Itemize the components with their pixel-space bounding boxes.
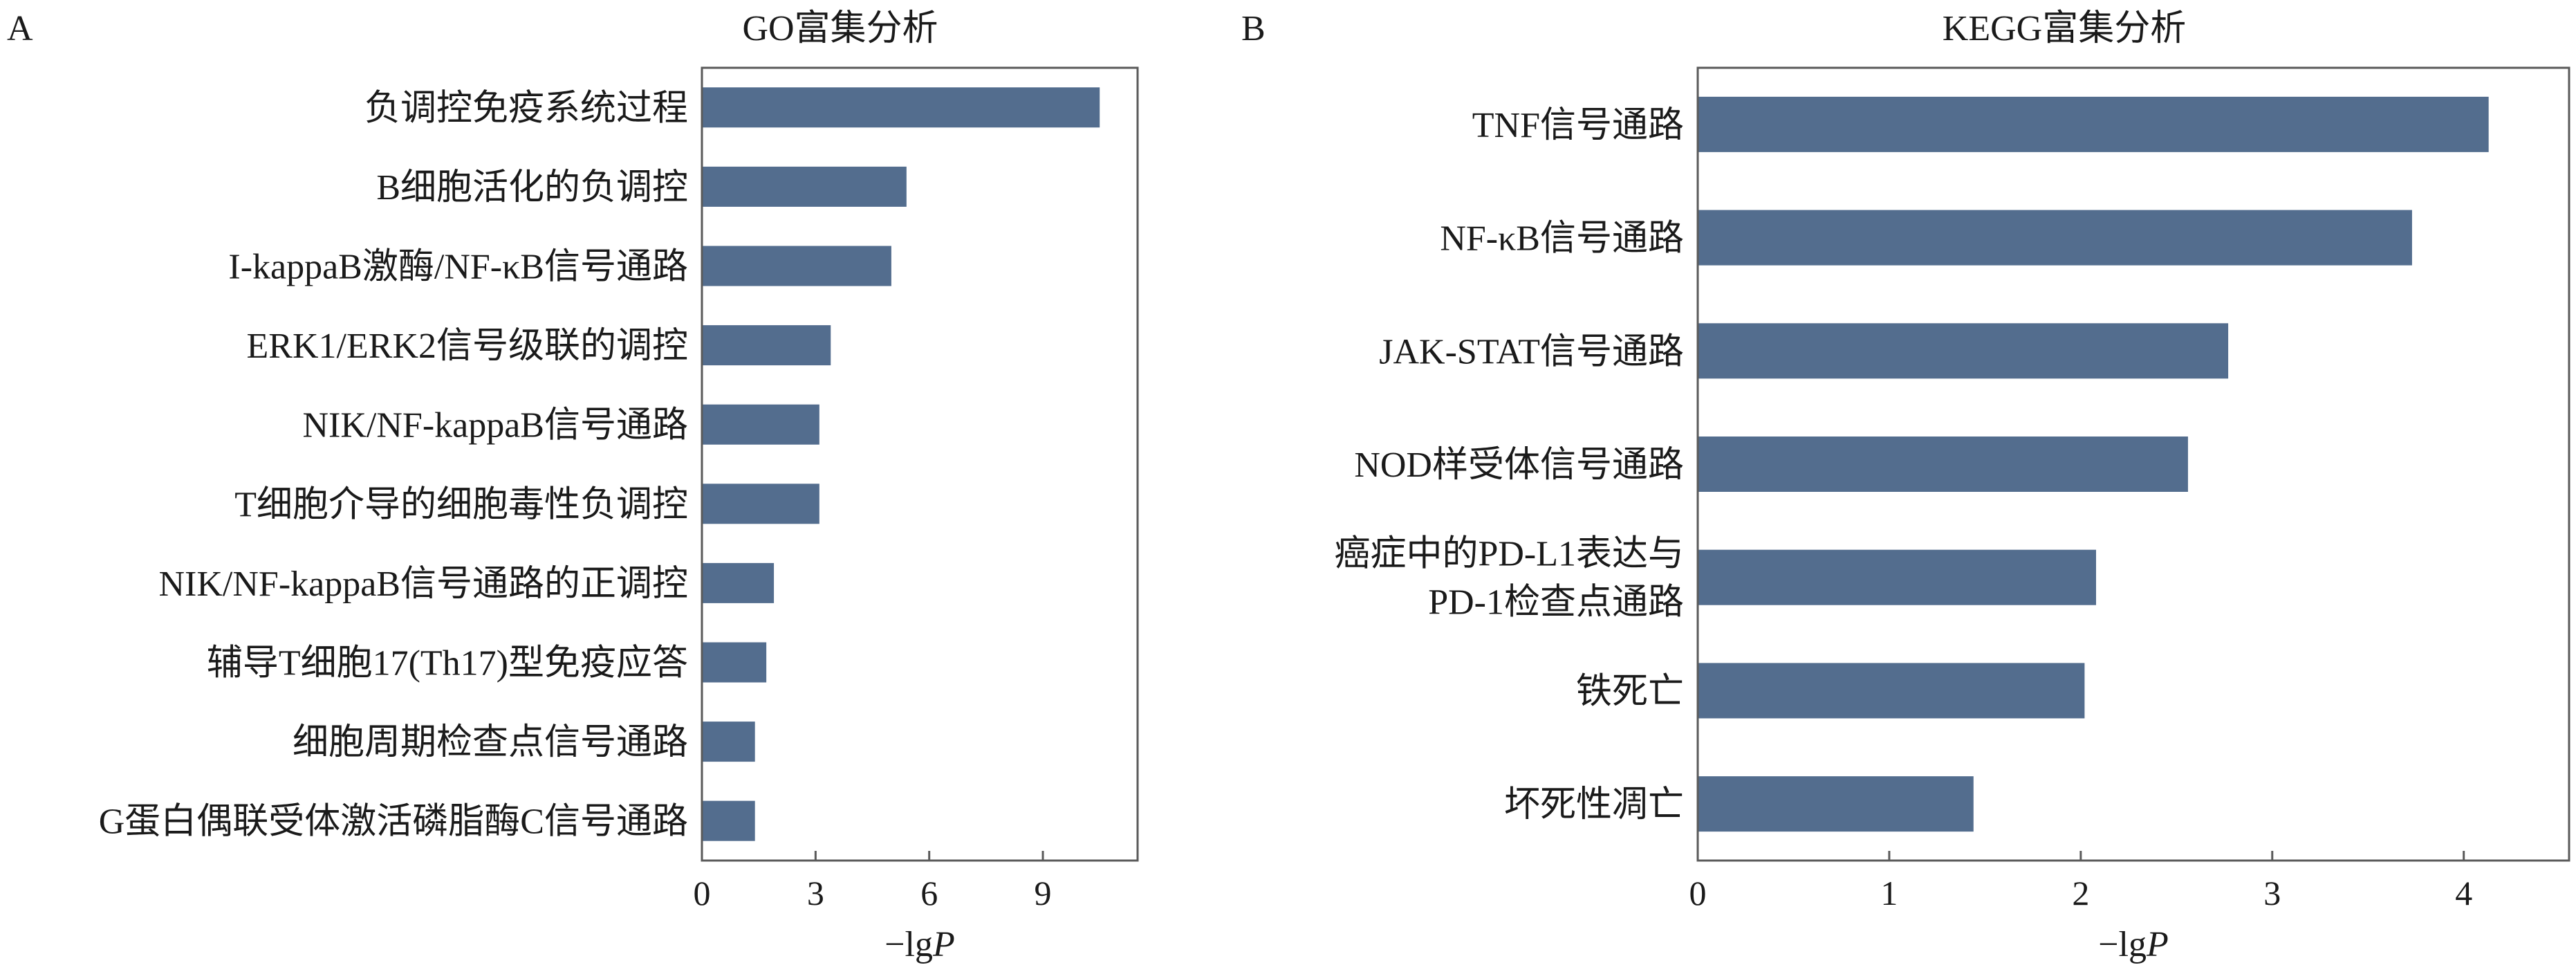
kegg-category-label-5: 铁死亡 xyxy=(1576,672,1684,711)
kegg-category-label-3: NOD样受体信号通路 xyxy=(1354,445,1684,485)
kegg-bar-0 xyxy=(1698,96,2489,152)
kegg-bar-5 xyxy=(1698,663,2085,719)
go-category-label-2: I-kappaB激酶/NF-κB信号通路 xyxy=(228,248,688,287)
go-bar-9 xyxy=(702,800,755,841)
go-category-label-1: B细胞活化的负调控 xyxy=(376,168,688,208)
go-x-tick-label-0: 0 xyxy=(694,874,711,912)
kegg-bar-6 xyxy=(1698,776,1974,832)
kegg-x-axis-label: −lgP xyxy=(2098,925,2169,964)
kegg-x-ticks: 0 1 2 3 4 xyxy=(1689,851,2472,912)
go-bar-1 xyxy=(702,166,907,207)
go-bar-4 xyxy=(702,404,819,445)
kegg-chart-title: KEGG富集分析 xyxy=(1943,9,2186,48)
panel-letter-a: A xyxy=(7,9,33,48)
go-bar-7 xyxy=(702,642,767,683)
go-bar-2 xyxy=(702,246,891,286)
go-bar-3 xyxy=(702,325,831,366)
go-category-label-6: NIK/NF-kappaB信号通路的正调控 xyxy=(158,564,688,604)
go-bar-5 xyxy=(702,484,819,524)
go-category-label-8: 细胞周期检查点信号通路 xyxy=(293,723,688,762)
kegg-x-tick-label-0: 0 xyxy=(1689,874,1707,912)
go-category-label-4: NIK/NF-kappaB信号通路 xyxy=(302,406,688,445)
go-x-ticks: 0 3 6 9 xyxy=(694,851,1052,912)
kegg-category-label-4: 癌症中的PD-L1表达与 PD-1检查点通路 xyxy=(1334,535,1684,623)
go-category-labels: 负调控免疫系统过程 B细胞活化的负调控 I-kappaB激酶/NF-κB信号通路 ER… xyxy=(99,89,688,841)
kegg-bar-4 xyxy=(1698,549,2096,605)
go-category-label-3: ERK1/ERK2信号级联的调控 xyxy=(247,327,688,366)
kegg-enrichment-chart: B KEGG富集分析 TNF信号通路 NF-κB信号通路 JAK-STAT信号通路 N… xyxy=(1241,9,2570,964)
kegg-x-tick-label-4: 4 xyxy=(2455,874,2472,912)
go-bar-0 xyxy=(702,87,1100,128)
go-bar-8 xyxy=(702,722,755,762)
kegg-x-tick-label-3: 3 xyxy=(2263,874,2281,912)
go-x-tick-label-1: 3 xyxy=(807,874,824,912)
go-bars xyxy=(702,87,1100,841)
kegg-bars xyxy=(1698,96,2489,832)
kegg-bar-1 xyxy=(1698,210,2412,266)
kegg-category-labels: TNF信号通路 NF-κB信号通路 JAK-STAT信号通路 NOD样受体信号通路癌症… xyxy=(1334,106,1684,825)
go-bar-6 xyxy=(702,562,775,603)
go-x-tick-label-2: 6 xyxy=(920,874,938,912)
kegg-category-label-6: 坏死性凋亡 xyxy=(1504,785,1684,825)
panel-letter-b: B xyxy=(1241,9,1266,48)
kegg-x-tick-label-1: 1 xyxy=(1880,874,1898,912)
go-chart-title: GO富集分析 xyxy=(742,9,938,48)
go-x-axis-label: −lgP xyxy=(884,925,955,964)
go-enrichment-chart: A GO富集分析 负调控免疫系统过程 B细胞活化的负调控 I-kappaB激酶/NF… xyxy=(7,9,1139,964)
kegg-x-tick-label-2: 2 xyxy=(2072,874,2089,912)
kegg-bar-2 xyxy=(1698,323,2229,379)
kegg-category-label-2: JAK-STAT信号通路 xyxy=(1379,332,1684,371)
go-plot-frame xyxy=(701,66,1139,862)
kegg-category-label-0: TNF信号通路 xyxy=(1472,106,1684,145)
go-category-label-9: G蛋白偶联受体激活磷脂酶C信号通路 xyxy=(99,802,688,842)
go-category-label-5: T细胞介导的细胞毒性负调控 xyxy=(234,485,688,524)
kegg-plot-frame xyxy=(1696,66,2570,862)
go-x-tick-label-3: 9 xyxy=(1035,874,1052,912)
kegg-category-label-1: NF-κB信号通路 xyxy=(1440,219,1684,259)
go-category-label-0: 负调控免疫系统过程 xyxy=(364,89,688,128)
kegg-bar-3 xyxy=(1698,437,2188,492)
go-category-label-7: 辅导T细胞17(Th17)型免疫应答 xyxy=(207,644,688,683)
